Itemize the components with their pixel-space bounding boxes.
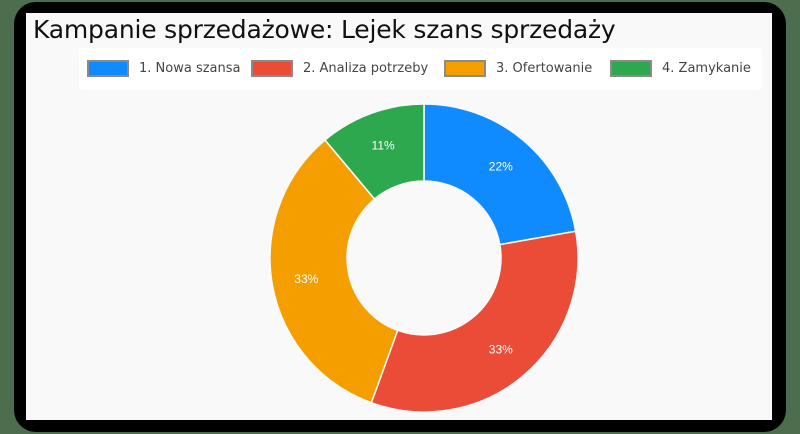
donut-slice-1[interactable]	[423, 103, 577, 246]
donut-slice-3[interactable]	[269, 138, 399, 404]
donut-slice-2[interactable]	[370, 230, 579, 413]
legend-item-zamykanie[interactable]: 4. Zamykanie	[610, 60, 751, 77]
legend-swatch	[251, 60, 293, 77]
chart-title: Kampanie sprzedażowe: Lejek szans sprzed…	[33, 15, 616, 44]
legend-swatch	[444, 60, 486, 77]
slice-percent-label: 33%	[489, 343, 513, 357]
legend-label: 3. Ofertowanie	[496, 61, 593, 76]
slice-percent-label: 33%	[294, 272, 318, 286]
legend-item-nowa-szansa[interactable]: 1. Nowa szansa	[87, 60, 241, 77]
legend-item-ofertowanie[interactable]: 3. Ofertowanie	[444, 60, 592, 77]
donut-slice-4[interactable]	[323, 103, 425, 201]
legend-swatch	[610, 60, 652, 77]
legend-item-analiza-potrzeby[interactable]: 2. Analiza potrzeby	[251, 60, 428, 77]
legend-swatch	[87, 60, 129, 77]
slice-percent-label: 11%	[372, 139, 395, 153]
legend-label: 4. Zamykanie	[662, 61, 751, 76]
legend-label: 1. Nowa szansa	[139, 61, 241, 76]
chart-panel: Kampanie sprzedażowe: Lejek szans sprzed…	[26, 13, 772, 420]
chart-legend: 1. Nowa szansa 2. Analiza potrzeby 3. Of…	[79, 48, 762, 90]
slice-percent-label: 22%	[489, 159, 513, 173]
legend-label: 2. Analiza potrzeby	[303, 61, 429, 76]
